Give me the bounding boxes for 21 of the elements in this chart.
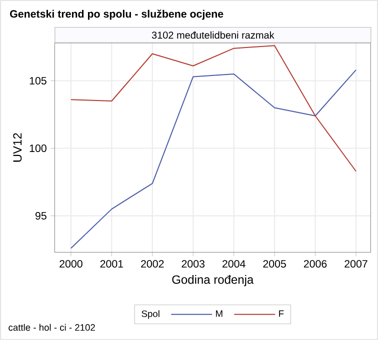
x-tick-label: 2003	[182, 260, 204, 268]
x-axis-title: Godina rođenja	[172, 275, 254, 286]
legend-label: F	[279, 310, 284, 317]
chart-title: Genetski trend po spolu - službene ocjene	[10, 10, 224, 20]
x-tick-label: 2005	[263, 260, 286, 268]
x-tick-label: 2004	[222, 260, 246, 268]
x-tick-label: 2006	[304, 260, 327, 268]
y-axis-title: UV12	[13, 133, 22, 162]
x-tick-label: 2007	[344, 260, 368, 268]
y-tick-label: 105	[30, 76, 46, 85]
legend-title: Spol	[142, 310, 160, 319]
y-tick-label: 95	[35, 212, 46, 220]
text: cattle - hol - ci - 2102	[8, 324, 95, 331]
line-series	[70, 45, 356, 172]
legend-label: M	[216, 310, 222, 317]
x-tick-label: 2001	[100, 260, 124, 268]
x-tick-label: 2000	[60, 260, 82, 268]
y-tick-label: 100	[30, 144, 46, 152]
x-tick-label: 2002	[141, 260, 164, 268]
chart-subtitle: 3102 međutelidbeni razmak	[152, 31, 274, 39]
line-series	[70, 69, 356, 249]
